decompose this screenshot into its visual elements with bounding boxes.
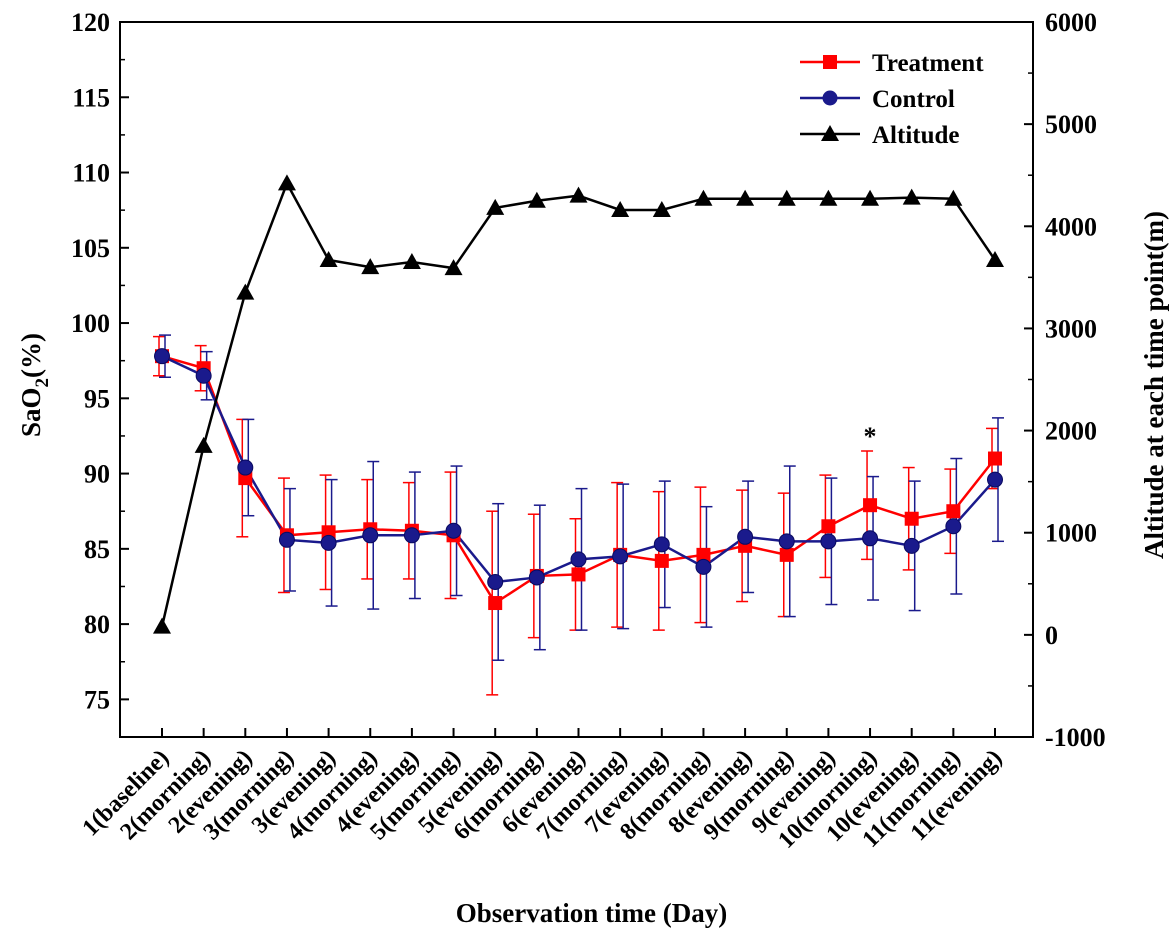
- left-axis-tick-label: 80: [84, 610, 110, 639]
- control-series-line: [161, 355, 996, 584]
- control-point: [403, 527, 420, 544]
- altitude-point: [819, 189, 838, 206]
- control-point: [862, 530, 879, 547]
- treatment-point: [946, 504, 961, 519]
- right-axis-tick-label: 6000: [1045, 8, 1097, 37]
- x-axis-title: Observation time (Day): [456, 898, 727, 928]
- control-point: [987, 471, 1003, 488]
- left-axis-tick-label: 110: [72, 159, 110, 188]
- right-axis-tick-label: 2000: [1045, 417, 1097, 446]
- altitude-point: [652, 200, 671, 217]
- control-point: [820, 533, 837, 550]
- altitude-point: [527, 191, 546, 208]
- legend-control-label: Control: [872, 86, 955, 113]
- left-axis-title-unit: (%): [16, 333, 46, 378]
- treatment-point: [488, 596, 503, 611]
- treatment-point: [696, 547, 711, 562]
- right-axis-title: Altitude at each time point(m): [1139, 211, 1169, 559]
- treatment-point: [863, 498, 878, 513]
- left-axis-tick-label: 120: [71, 8, 110, 37]
- left-axis-title-subscript: 2: [32, 378, 53, 388]
- treatment-point: [821, 519, 836, 534]
- control-point: [612, 548, 629, 565]
- control-point: [154, 348, 170, 365]
- altitude-point: [777, 189, 796, 206]
- altitude-point: [736, 189, 755, 206]
- treatment-point: [779, 547, 794, 562]
- control-point: [695, 558, 712, 575]
- control-point: [945, 518, 962, 535]
- altitude-point: [153, 617, 171, 634]
- altitude-point: [986, 250, 1004, 267]
- legend-treatment-label: Treatment: [872, 50, 984, 77]
- altitude-point: [444, 259, 463, 276]
- altitude-point: [902, 188, 921, 205]
- altitude-point: [277, 174, 296, 191]
- legend-treatment-marker: [823, 55, 837, 69]
- left-axis-tick-label: 105: [71, 234, 110, 263]
- treatment-point: [654, 553, 669, 568]
- control-point: [737, 528, 754, 545]
- control-point: [445, 522, 462, 539]
- right-axis-tick-label: 3000: [1045, 314, 1097, 343]
- control-point: [570, 551, 587, 568]
- treatment-point: [571, 567, 586, 582]
- treatment-point: [904, 511, 919, 526]
- legend-altitude-marker: [821, 125, 839, 141]
- altitude-point: [361, 258, 380, 275]
- left-axis-title-main: SaO: [16, 387, 46, 437]
- altitude-point: [236, 283, 255, 300]
- control-point: [487, 573, 504, 590]
- altitude-point: [611, 200, 630, 217]
- right-axis-tick-label: 0: [1045, 621, 1058, 650]
- right-axis-tick-label: 5000: [1045, 110, 1097, 139]
- legend-altitude-label: Altitude: [872, 122, 960, 149]
- altitude-point: [694, 189, 713, 206]
- right-axis-tick-label: 4000: [1045, 212, 1097, 241]
- significance-marker: *: [864, 422, 877, 451]
- altitude-point: [402, 253, 421, 270]
- left-axis-tick-label: 90: [84, 460, 110, 489]
- altitude-point: [486, 198, 505, 215]
- treatment-point: [988, 451, 1002, 466]
- legend-control-marker: [822, 90, 838, 106]
- left-axis-title: SaO2(%): [16, 333, 53, 437]
- altitude-point: [194, 436, 213, 453]
- altitude-point: [861, 189, 880, 206]
- altitude-point: [319, 250, 338, 267]
- right-axis-tick-label: 1000: [1045, 519, 1097, 548]
- left-axis-tick-label: 85: [84, 535, 110, 564]
- control-point: [237, 459, 254, 476]
- control-point: [778, 533, 795, 550]
- control-point: [653, 536, 670, 553]
- altitude-point: [944, 189, 963, 206]
- control-point: [903, 537, 920, 554]
- control-point: [278, 531, 295, 548]
- control-point: [528, 569, 545, 586]
- left-axis-tick-label: 115: [72, 83, 110, 112]
- left-axis-tick-label: 95: [84, 384, 110, 413]
- left-axis-tick-label: 75: [84, 685, 110, 714]
- control-point: [362, 527, 379, 544]
- control-point: [320, 534, 337, 551]
- left-axis-tick-label: 100: [71, 309, 110, 338]
- control-point: [195, 367, 212, 384]
- altitude-point: [569, 186, 588, 203]
- right-axis-tick-label: -1000: [1045, 723, 1106, 752]
